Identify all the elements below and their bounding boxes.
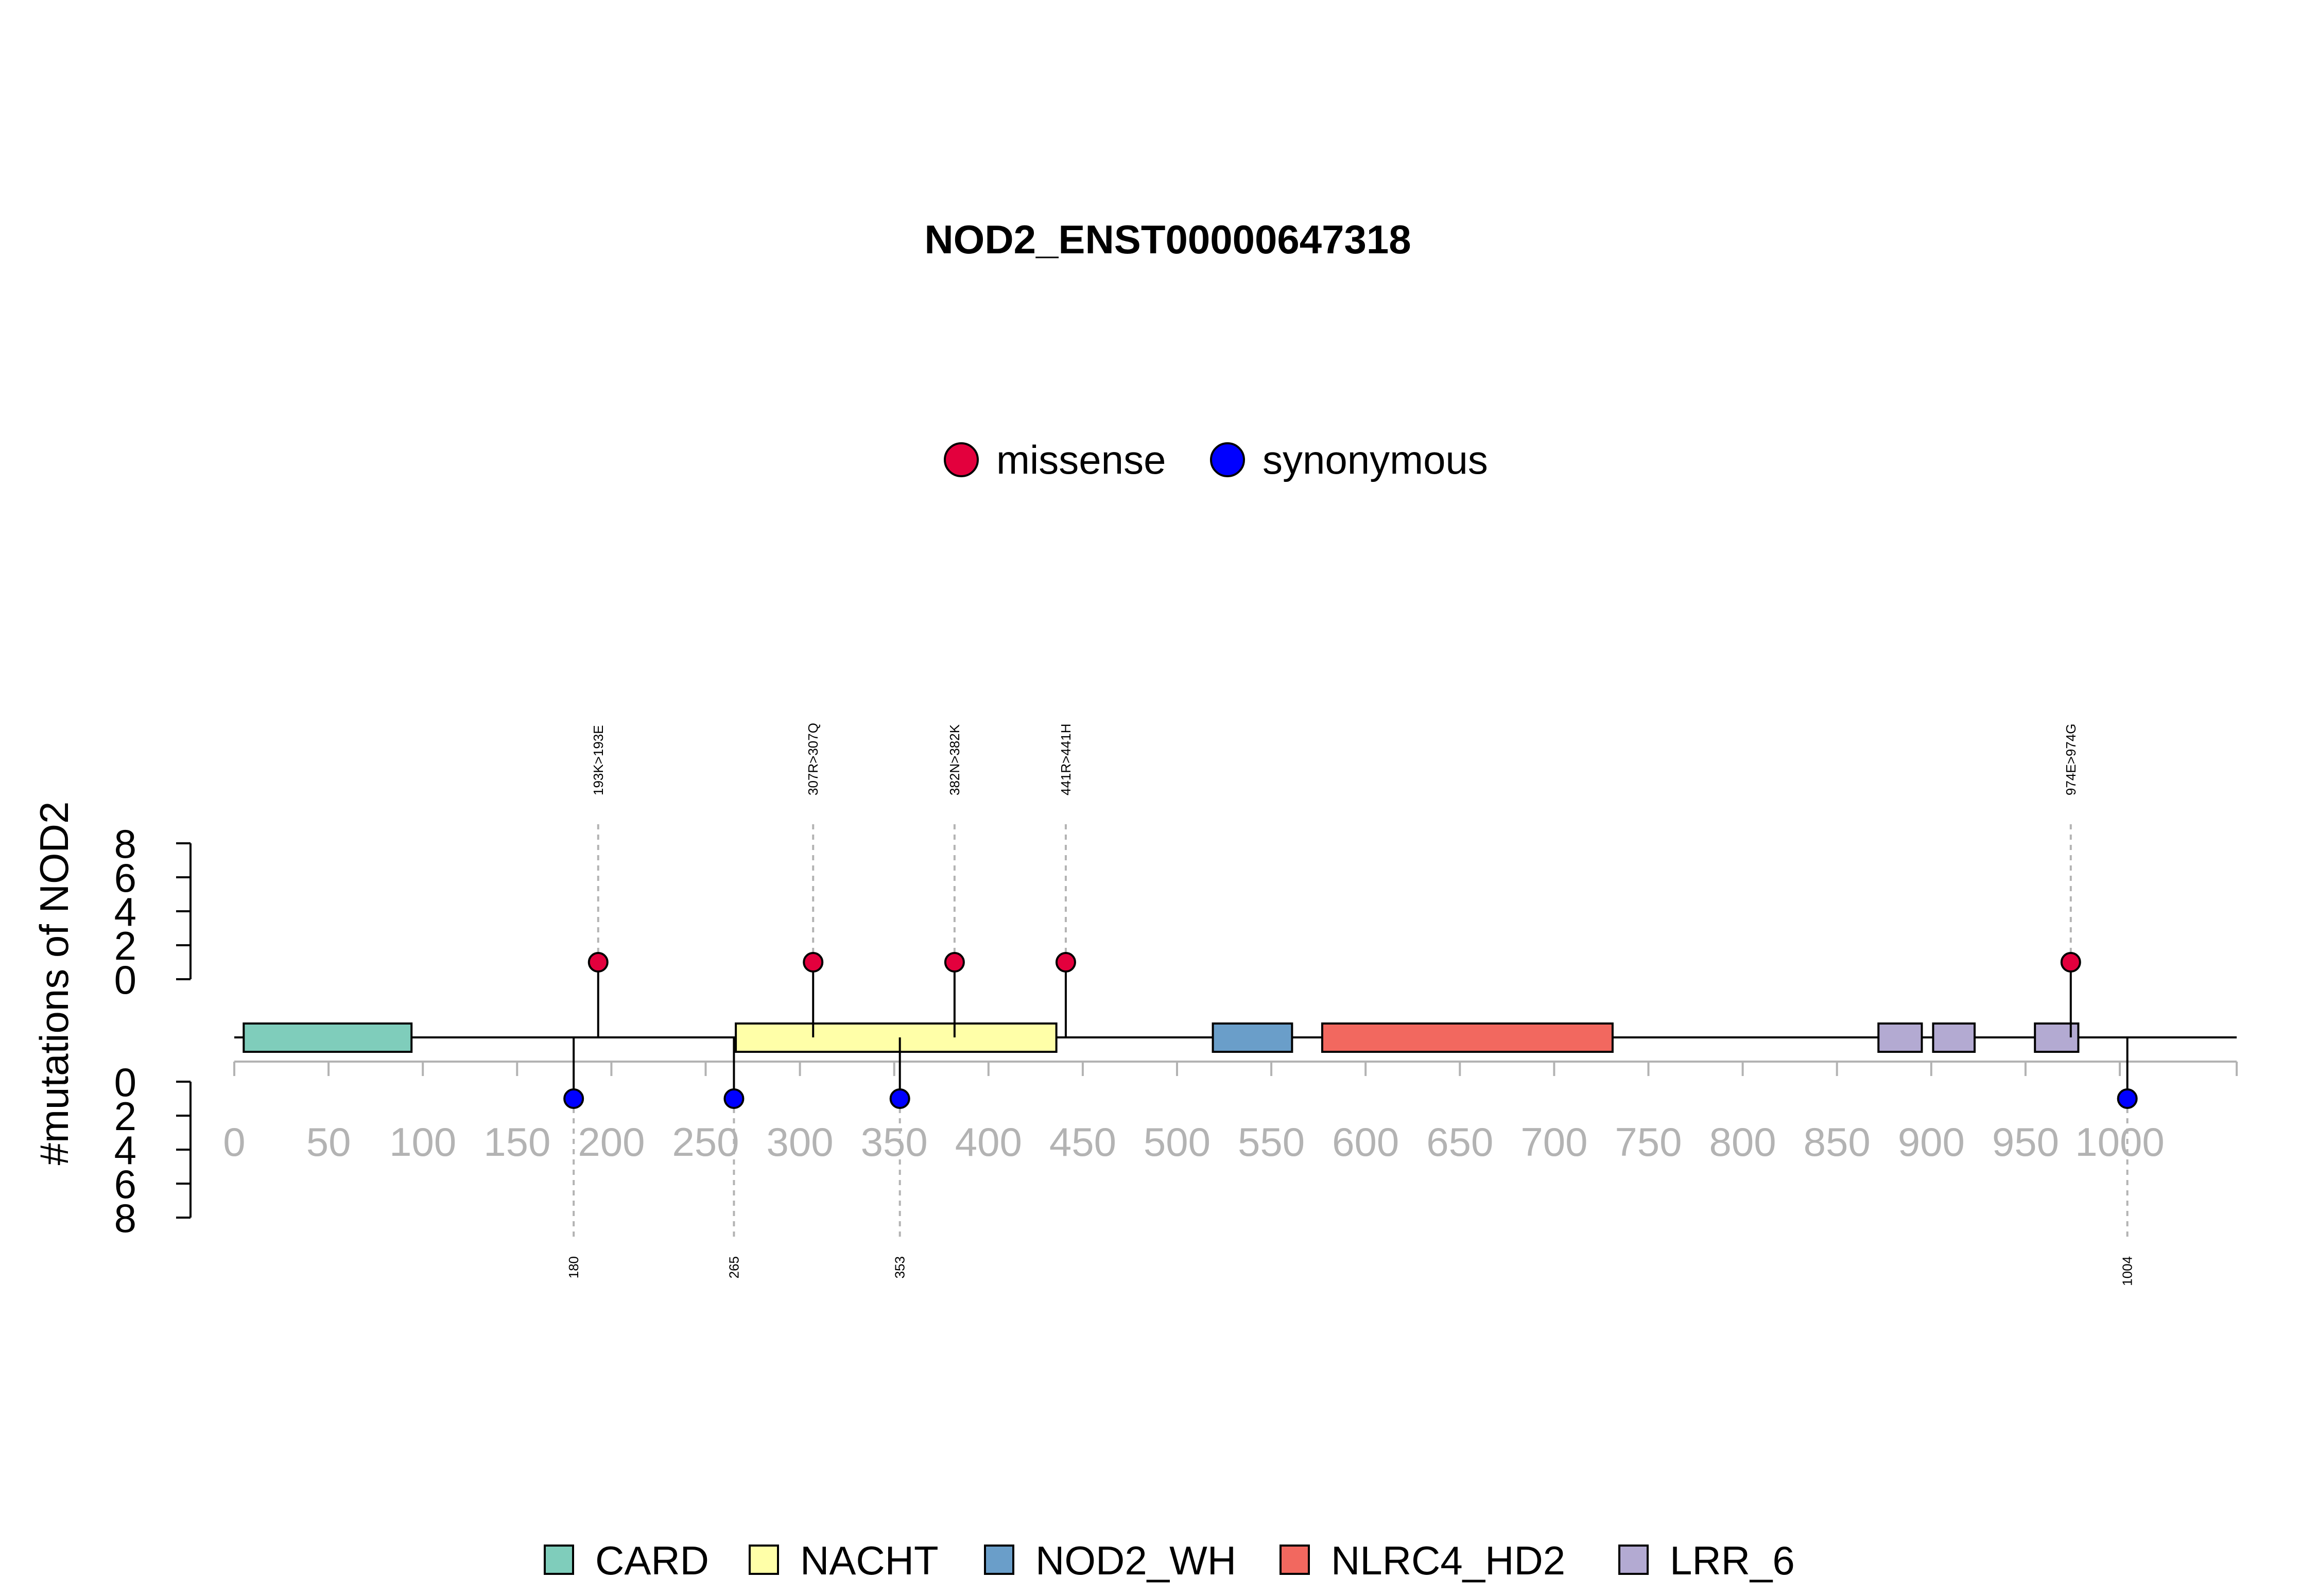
x-tick-label: 200: [578, 1119, 645, 1165]
x-tick-label: 1000: [2075, 1119, 2165, 1165]
chart-title: NOD2_ENST00000647318: [924, 217, 1411, 262]
x-tick-label: 250: [672, 1119, 739, 1165]
x-tick-label: 450: [1049, 1119, 1116, 1165]
mutation-legend: missense synonymous: [944, 437, 1488, 482]
missense-point: [803, 952, 824, 973]
synonymous-point: [2117, 1088, 2138, 1109]
x-tick-label: 750: [1615, 1119, 1682, 1165]
missense-label: 441R>441H: [1058, 724, 1074, 796]
domain-legend: CARD NACHT NOD2_WH NLRC4_HD2 LRR_6: [544, 1538, 1795, 1583]
synonymous-label: 180: [566, 1256, 581, 1278]
x-tick-label: 850: [1804, 1119, 1871, 1165]
plot-area: 0 50 100 150 200 250 300 350 400 450 500 550 600 650 7…: [114, 723, 2238, 1286]
legend-label-missense: missense: [996, 437, 1166, 482]
x-tick-label: 350: [861, 1119, 928, 1165]
y-axis-label: #mutations of NOD2: [31, 802, 77, 1166]
legend-label-nacht: NACHT: [800, 1538, 939, 1583]
domain-lrr-6: [1932, 1022, 1976, 1053]
synonymous-label: 353: [892, 1256, 908, 1278]
x-tick-label: 0: [223, 1119, 245, 1165]
legend-label-nod2-wh: NOD2_WH: [1035, 1538, 1236, 1583]
lower-y-tick-label: 8: [114, 1195, 136, 1241]
missense-point: [944, 952, 965, 973]
missense-point: [1055, 952, 1076, 973]
synonymous-label: 265: [726, 1256, 741, 1278]
synonymous-point: [723, 1088, 745, 1109]
upper-y-tick-label: 8: [114, 821, 136, 866]
upper-y-tick-label: 4: [114, 889, 136, 934]
domain-lrr-6: [1877, 1022, 1923, 1053]
domain-card: [243, 1022, 413, 1053]
lower-y-tick-label: 0: [114, 1060, 136, 1105]
domain-nacht: [735, 1022, 1058, 1053]
x-tick-label: 100: [389, 1119, 456, 1165]
domain-nlrc4-hd2: [1321, 1022, 1614, 1053]
synonymous-label: 1004: [2120, 1256, 2135, 1286]
upper-y-tick-label: 2: [114, 923, 136, 968]
legend-swatch-card: [544, 1545, 574, 1575]
synonymous-point: [563, 1088, 584, 1109]
lower-y-tick-label: 2: [114, 1094, 136, 1139]
x-tick-label: 800: [1709, 1119, 1776, 1165]
legend-label-synonymous: synonymous: [1263, 437, 1488, 482]
legend-swatch-nod2-wh: [984, 1545, 1014, 1575]
legend-marker-missense: [944, 442, 979, 477]
x-tick-label: 900: [1898, 1119, 1965, 1165]
legend-swatch-nlrc4-hd2: [1279, 1545, 1310, 1575]
missense-label: 382N>382K: [947, 724, 962, 795]
legend-swatch-nacht: [749, 1545, 779, 1575]
x-tick-label: 950: [1992, 1119, 2059, 1165]
legend-label-lrr-6: LRR_6: [1670, 1538, 1795, 1583]
x-tick-label: 300: [767, 1119, 834, 1165]
x-tick-label: 600: [1332, 1119, 1399, 1165]
domain-nod2-wh: [1212, 1022, 1293, 1053]
missense-label: 974E>974G: [2063, 723, 2079, 795]
upper-y-tick-label: 6: [114, 855, 136, 900]
x-tick-label: 50: [306, 1119, 351, 1165]
missense-label: 307R>307Q: [805, 723, 821, 795]
legend-label-card: CARD: [595, 1538, 709, 1583]
missense-label: 193K>193E: [591, 725, 606, 795]
x-tick-label: 700: [1520, 1119, 1587, 1165]
legend-label-nlrc4-hd2: NLRC4_HD2: [1331, 1538, 1565, 1583]
x-tick-label: 500: [1144, 1119, 1211, 1165]
x-tick-label: 150: [483, 1119, 550, 1165]
missense-point: [587, 952, 609, 973]
lower-y-tick-label: 6: [114, 1161, 136, 1207]
x-tick-label: 650: [1426, 1119, 1493, 1165]
upper-y-tick-label: 0: [114, 957, 136, 1002]
x-tick-label: 400: [955, 1119, 1022, 1165]
lower-y-tick-label: 4: [114, 1127, 136, 1173]
legend-marker-synonymous: [1210, 442, 1245, 477]
synonymous-point: [889, 1088, 910, 1109]
domain-lrr-6: [2034, 1022, 2080, 1053]
missense-point: [2060, 952, 2081, 973]
legend-swatch-lrr-6: [1618, 1545, 1649, 1575]
x-tick-label: 550: [1238, 1119, 1305, 1165]
